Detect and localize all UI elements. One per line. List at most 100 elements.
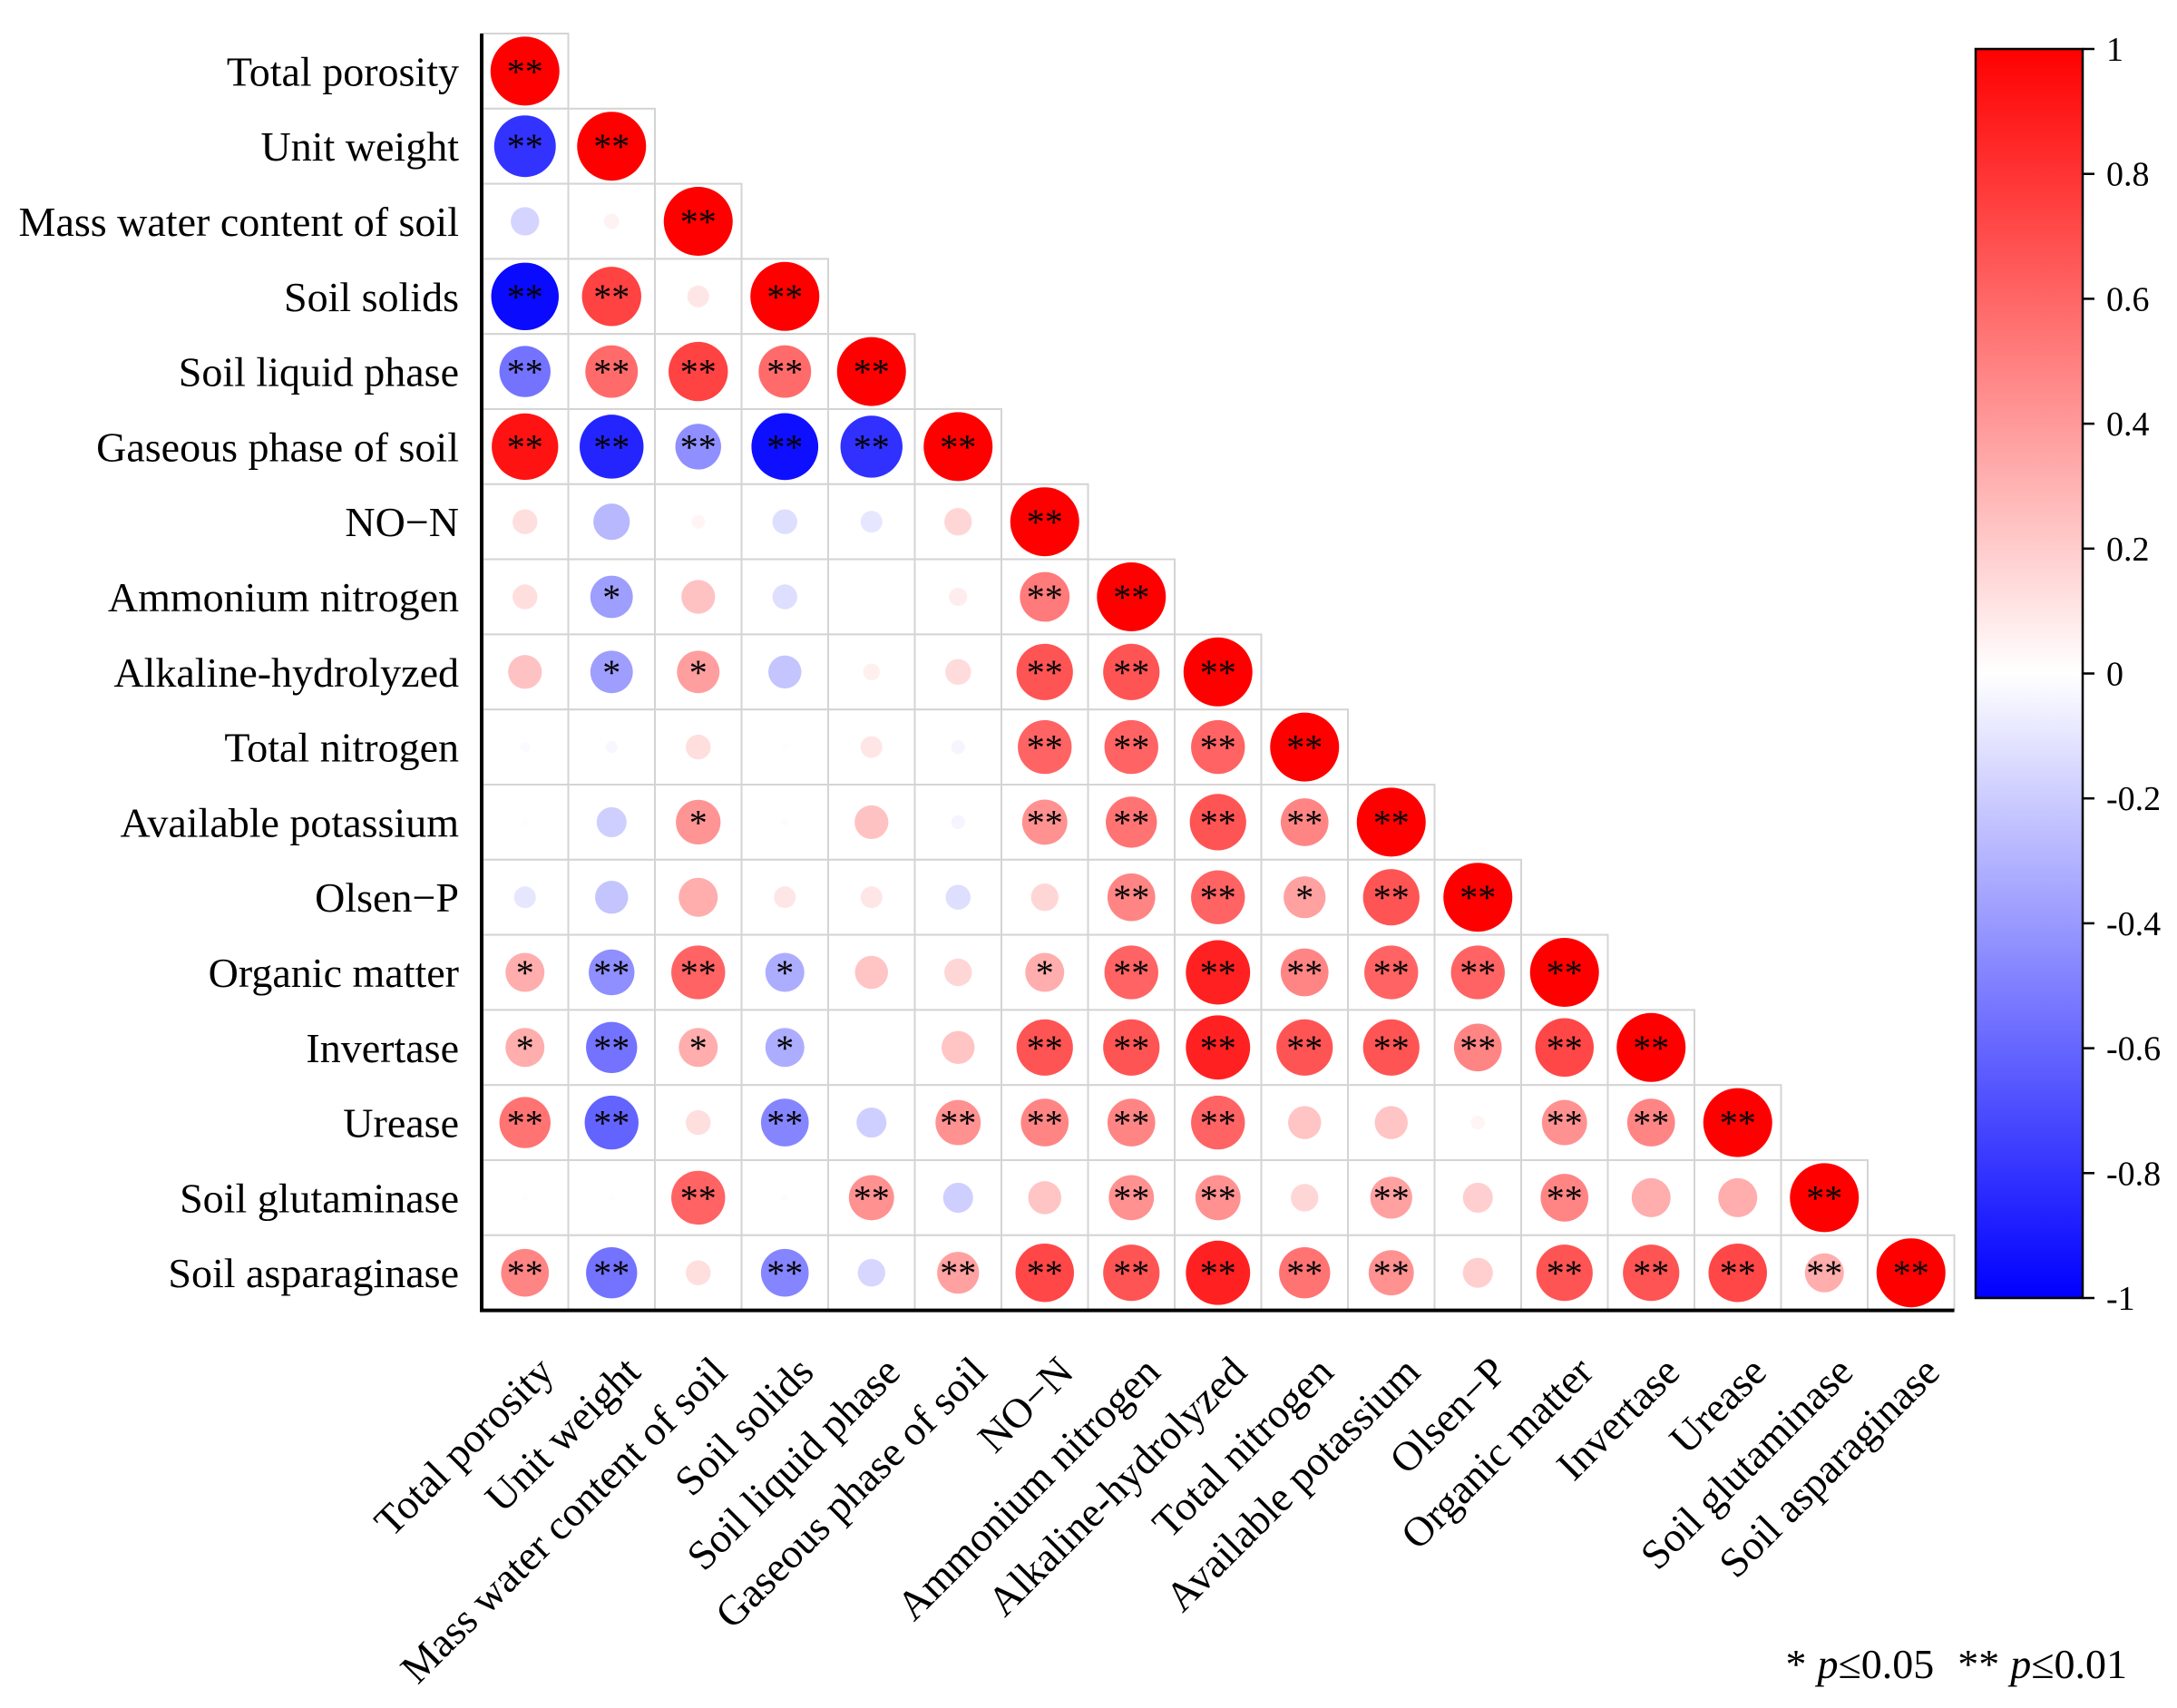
significance-mark-r14-c13: ** [1633,1103,1669,1144]
significance-mark-r2-c2: ** [680,201,717,242]
corr-circle-urease-vs-unit-weight [584,1095,639,1150]
corr-circle-no-n-vs-mass-water-content-of-soil [691,514,706,529]
significance-mark-r10-c6: ** [1027,802,1063,843]
colorbar-tick-label-6: -0.2 [2106,780,2161,818]
corr-circle-urease-vs-no-n [1020,1098,1069,1147]
corr-circle-invertase-vs-gaseous-phase-of-soil [942,1030,975,1065]
corr-circle-available-potassium-vs-unit-weight [596,806,627,837]
significance-mark-r7-c7: ** [1113,577,1149,618]
corr-circle-invertase-vs-mass-water-content-of-soil [678,1028,718,1068]
row-label-ammonium-nitrogen: Ammonium nitrogen [108,574,459,620]
corr-circle-total-nitrogen-vs-ammonium-nitrogen [1104,719,1158,775]
corr-circle-olsen-p-vs-alkaline-hydrolyzed [1191,870,1245,924]
significance-mark-r16-c14: ** [1720,1253,1756,1293]
corr-circle-soil-liquid-phase-vs-soil-solids [758,345,812,398]
significance-mark-r16-c6: ** [1027,1253,1063,1293]
corr-circle-alkaline-hydrolyzed-vs-unit-weight [590,650,633,694]
significance-mark-r14-c8: ** [1200,1103,1236,1144]
significance-mark-r14-c1: ** [593,1103,630,1144]
significance-mark-r16-c12: ** [1547,1253,1583,1293]
corr-circle-no-n-vs-soil-solids [772,509,797,534]
corr-circle-unit-weight-vs-unit-weight [577,112,647,181]
corr-circle-urease-vs-available-potassium [1374,1106,1408,1139]
corr-circle-no-n-vs-soil-liquid-phase [860,511,883,533]
significance-mark-r16-c15: ** [1806,1253,1842,1293]
corr-circle-gaseous-phase-of-soil-vs-soil-solids [751,413,819,481]
corr-circle-soil-liquid-phase-vs-unit-weight [585,345,639,398]
corr-circle-available-potassium-vs-soil-solids [781,818,789,826]
corr-circle-total-porosity-vs-total-porosity [490,36,560,106]
corr-circle-urease-vs-mass-water-content-of-soil [686,1109,711,1136]
corr-circle-urease-vs-urease [1703,1088,1772,1157]
significance-mark-r13-c2: * [689,1028,708,1069]
colorbar-tick-label-1: 0.8 [2106,156,2150,194]
corr-circle-invertase-vs-invertase [1616,1012,1686,1082]
corr-circle-soil-solids-vs-soil-solids [750,261,820,331]
grid-cell-r6-c0 [481,483,570,561]
legend-double-threshold: ≤0.01 [2031,1641,2127,1687]
corr-circle-urease-vs-ammonium-nitrogen [1107,1098,1156,1147]
corr-circle-soil-solids-vs-unit-weight [581,267,641,327]
corr-circle-urease-vs-total-nitrogen [1288,1106,1322,1139]
significance-mark-r5-c2: ** [680,426,717,467]
significance-mark-r11-c11: ** [1459,877,1496,918]
corr-circle-soil-solids-vs-mass-water-content-of-soil [687,285,709,307]
corr-circle-soil-asparaginase-vs-soil-glutaminase [1804,1253,1844,1293]
significance-mark-r11-c9: * [1295,877,1313,918]
corr-circle-mass-water-content-of-soil-vs-unit-weight [603,213,620,229]
significance-mark-r16-c0: ** [507,1253,543,1293]
corr-circle-soil-glutaminase-vs-urease [1718,1177,1758,1217]
corr-circle-olsen-p-vs-olsen-p [1443,863,1513,932]
row-label-organic-matter: Organic matter [209,950,459,996]
significance-mark-r12-c0: * [516,952,534,993]
significance-mark-r13-c12: ** [1547,1028,1583,1069]
corr-circle-organic-matter-vs-total-nitrogen [1280,948,1329,997]
corr-circle-available-potassium-vs-total-nitrogen [1280,798,1329,846]
significance-mark-r16-c3: ** [766,1253,803,1293]
corr-circle-alkaline-hydrolyzed-vs-no-n [1016,643,1073,700]
row-label-gaseous-phase-of-soil: Gaseous phase of soil [96,424,459,470]
corr-circle-gaseous-phase-of-soil-vs-soil-liquid-phase [840,415,903,478]
significance-mark-r13-c9: ** [1286,1028,1323,1069]
significance-mark-r13-c8: ** [1200,1028,1236,1069]
corr-circle-soil-asparaginase-vs-soil-asparaginase [1876,1238,1946,1308]
legend-double-p: p [2007,1641,2031,1687]
significance-mark-r4-c1: ** [593,352,630,393]
corr-circle-total-nitrogen-vs-alkaline-hydrolyzed [1191,719,1245,775]
significance-mark-r9-c7: ** [1113,727,1149,768]
corr-circle-organic-matter-vs-soil-liquid-phase [854,955,888,990]
corr-circle-soil-asparaginase-vs-ammonium-nitrogen [1103,1244,1160,1302]
corr-circle-available-potassium-vs-total-porosity [521,818,529,826]
corr-circle-alkaline-hydrolyzed-vs-total-porosity [508,655,542,689]
corr-circle-alkaline-hydrolyzed-vs-soil-liquid-phase [863,663,881,681]
corr-circle-invertase-vs-no-n [1016,1019,1073,1076]
significance-mark-r16-c8: ** [1200,1253,1236,1293]
corr-circle-gaseous-phase-of-soil-vs-mass-water-content-of-soil [675,424,721,470]
colorbar-tick-label-0: 1 [2106,31,2123,69]
significance-mark-r14-c6: ** [1027,1103,1063,1144]
corr-circle-soil-glutaminase-vs-mass-water-content-of-soil [671,1170,726,1225]
significance-mark-r5-c0: ** [507,426,543,467]
significance-mark-r12-c1: ** [593,952,630,993]
corr-circle-invertase-vs-ammonium-nitrogen [1103,1019,1160,1076]
row-label-alkaline-hydrolyzed: Alkaline-hydrolyzed [113,649,459,696]
colorbar-tick-label-5: 0 [2106,656,2123,694]
significance-mark-r4-c0: ** [507,352,543,393]
corr-circle-soil-asparaginase-vs-soil-liquid-phase [857,1259,885,1287]
corr-circle-soil-asparaginase-vs-available-potassium [1368,1250,1414,1296]
corr-circle-olsen-p-vs-no-n [1030,883,1059,912]
significance-mark-r15-c2: ** [680,1177,717,1218]
corr-circle-invertase-vs-total-nitrogen [1276,1019,1333,1076]
corr-circle-invertase-vs-soil-solids [765,1028,805,1068]
significance-mark-r16-c5: ** [940,1253,976,1293]
corr-circle-soil-asparaginase-vs-no-n [1015,1243,1074,1303]
corr-circle-soil-glutaminase-vs-invertase [1631,1177,1671,1217]
corr-circle-total-nitrogen-vs-total-nitrogen [1270,712,1340,782]
row-label-available-potassium: Available potassium [121,799,460,845]
corr-circle-gaseous-phase-of-soil-vs-total-porosity [492,413,559,481]
row-label-urease: Urease [343,1100,459,1147]
colorbar-tick-label-3: 0.4 [2106,405,2150,444]
significance-mark-r8-c1: * [602,652,620,693]
significance-mark-r16-c10: ** [1373,1253,1410,1293]
significance-mark-r12-c6: * [1036,952,1054,993]
